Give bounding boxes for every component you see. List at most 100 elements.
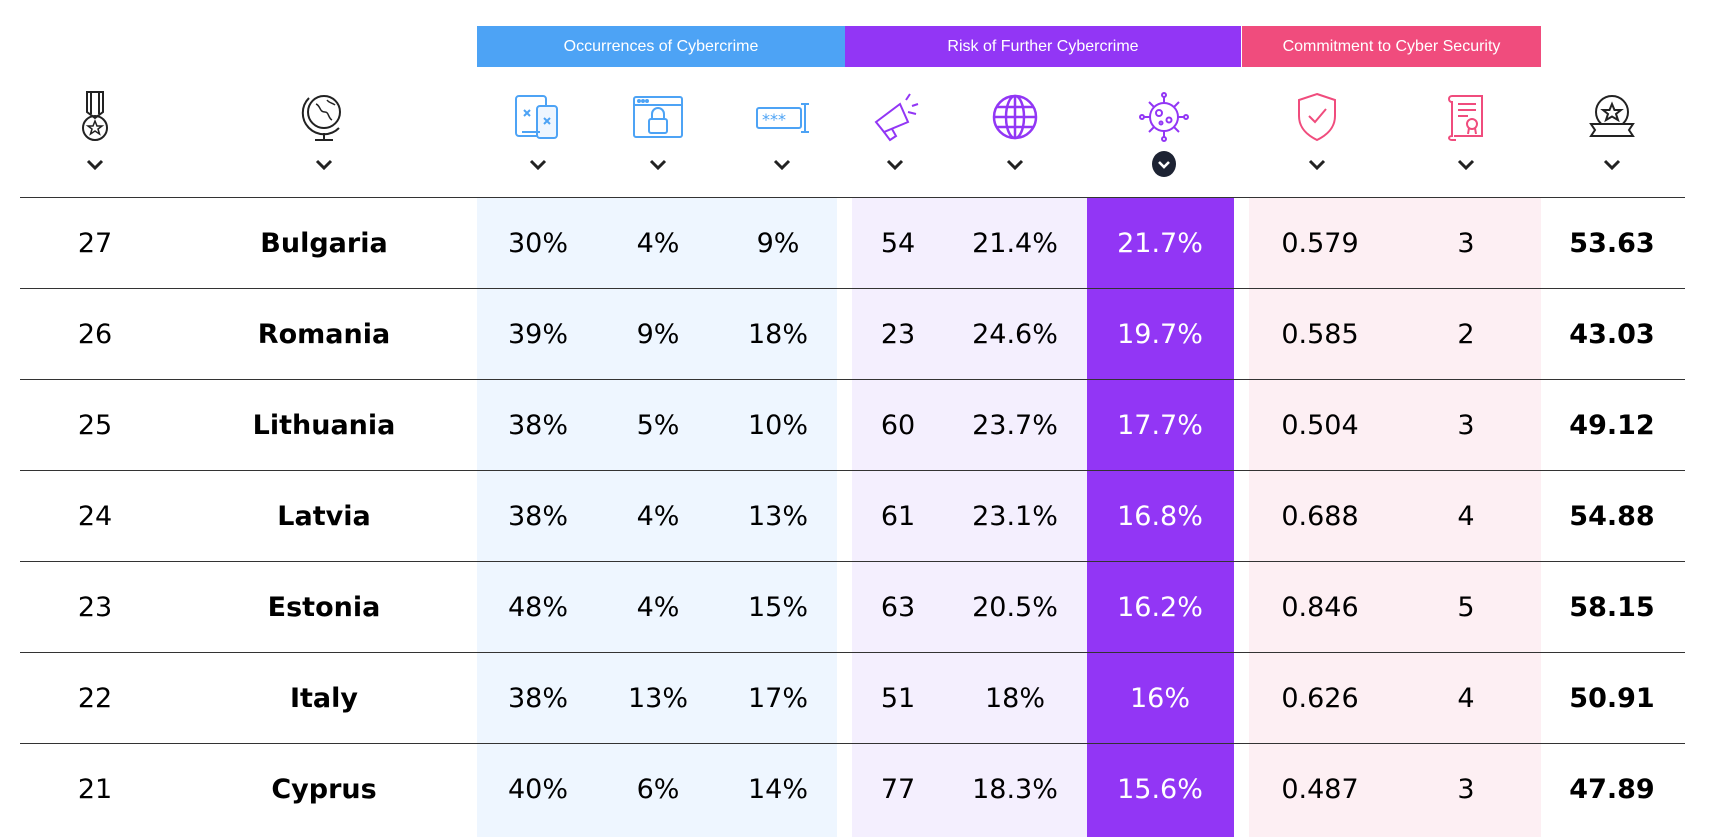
group-header-commitment: Commitment to Cyber Security xyxy=(1242,26,1541,67)
chevron-down-icon[interactable] xyxy=(1305,152,1329,176)
chevron-down-icon[interactable] xyxy=(526,152,550,176)
cell-com2: 5 xyxy=(1457,592,1475,623)
cell-occ2: 4% xyxy=(636,501,680,532)
cell-occ3: 15% xyxy=(747,592,809,623)
cell-rank: 27 xyxy=(77,228,113,259)
cell-occ2: 9% xyxy=(636,319,680,350)
cell-country: Latvia xyxy=(277,501,371,532)
cell-score: 53.63 xyxy=(1569,228,1655,259)
row-divider xyxy=(20,561,1685,562)
column-header-country[interactable] xyxy=(297,90,351,176)
cell-country: Cyprus xyxy=(271,774,377,805)
cell-occ3: 10% xyxy=(747,410,809,441)
row-divider xyxy=(20,379,1685,380)
cell-occ1: 48% xyxy=(507,592,569,623)
row-divider xyxy=(20,288,1685,289)
selected-column-highlight xyxy=(1087,198,1234,837)
cell-country: Romania xyxy=(257,319,391,350)
table-row: 27 Bulgaria 30% 4% 9% 54 21.4% 21.7% 0.579 3 53.63 xyxy=(0,198,1709,289)
cell-country: Bulgaria xyxy=(260,228,388,259)
cell-risk2: 18.3% xyxy=(972,774,1058,805)
column-header-com2[interactable] xyxy=(1439,90,1493,176)
cell-risk1: 61 xyxy=(880,501,916,532)
browser-lock-icon xyxy=(631,90,685,144)
cell-com1: 0.688 xyxy=(1281,501,1359,532)
chevron-down-icon[interactable] xyxy=(83,152,107,176)
cell-risk2: 20.5% xyxy=(972,592,1058,623)
cell-risk2: 24.6% xyxy=(972,319,1058,350)
cell-occ1: 38% xyxy=(507,683,569,714)
chevron-down-icon[interactable] xyxy=(1600,152,1624,176)
cell-risk1: 77 xyxy=(880,774,916,805)
commitment-column-band xyxy=(1249,198,1541,837)
cell-com1: 0.487 xyxy=(1281,774,1359,805)
cell-com1: 0.579 xyxy=(1281,228,1359,259)
column-header-occ2[interactable] xyxy=(631,90,685,176)
cell-occ2: 6% xyxy=(636,774,680,805)
group-header-risk: Risk of Further Cybercrime xyxy=(845,26,1241,67)
chevron-down-icon[interactable] xyxy=(883,152,907,176)
cell-risk3: 16.8% xyxy=(1117,501,1203,532)
column-header-rank[interactable] xyxy=(68,90,122,176)
chevron-down-icon[interactable] xyxy=(1003,152,1027,176)
cell-risk2: 23.7% xyxy=(972,410,1058,441)
cell-country: Estonia xyxy=(267,592,381,623)
medal-icon xyxy=(68,90,122,144)
award-badge-icon xyxy=(1585,90,1639,144)
cell-occ1: 40% xyxy=(507,774,569,805)
column-header-com1[interactable] xyxy=(1290,90,1344,176)
cell-score: 54.88 xyxy=(1569,501,1655,532)
cell-occ3: 14% xyxy=(747,774,809,805)
cell-com1: 0.585 xyxy=(1281,319,1359,350)
column-header-risk2[interactable] xyxy=(988,90,1042,176)
cell-rank: 24 xyxy=(77,501,113,532)
cell-rank: 26 xyxy=(77,319,113,350)
cell-risk3: 16% xyxy=(1129,683,1191,714)
column-header-risk1[interactable] xyxy=(868,90,922,176)
column-header-occ3[interactable]: *** xyxy=(755,90,809,176)
table-row: 21 Cyprus 40% 6% 14% 77 18.3% 15.6% 0.487 3 47.89 xyxy=(0,744,1709,835)
cell-risk3: 16.2% xyxy=(1117,592,1203,623)
cell-risk1: 51 xyxy=(880,683,916,714)
cell-risk2: 18% xyxy=(984,683,1046,714)
column-header-occ1[interactable] xyxy=(511,90,565,176)
risk-column-band xyxy=(852,198,1087,837)
cell-com2: 3 xyxy=(1457,410,1475,441)
row-divider xyxy=(20,743,1685,744)
globe-icon xyxy=(988,90,1042,144)
chevron-down-icon[interactable] xyxy=(312,152,336,176)
password-field-icon: *** xyxy=(755,90,809,144)
cell-risk2: 21.4% xyxy=(972,228,1058,259)
cell-occ3: 9% xyxy=(756,228,800,259)
cell-occ1: 38% xyxy=(507,501,569,532)
chevron-down-icon[interactable] xyxy=(770,152,794,176)
cell-rank: 22 xyxy=(77,683,113,714)
column-header-score[interactable] xyxy=(1585,90,1639,176)
cell-occ1: 39% xyxy=(507,319,569,350)
cell-com2: 2 xyxy=(1457,319,1475,350)
table-row: 23 Estonia 48% 4% 15% 63 20.5% 16.2% 0.846 5 58.15 xyxy=(0,562,1709,653)
cell-risk3: 21.7% xyxy=(1117,228,1203,259)
cell-rank: 23 xyxy=(77,592,113,623)
table-row: 24 Latvia 38% 4% 13% 61 23.1% 16.8% 0.688 4 54.88 xyxy=(0,471,1709,562)
cell-occ2: 13% xyxy=(627,683,689,714)
shield-check-icon xyxy=(1290,90,1344,144)
table-row: 26 Romania 39% 9% 18% 23 24.6% 19.7% 0.585 2 43.03 xyxy=(0,289,1709,380)
chevron-down-icon[interactable] xyxy=(1454,152,1478,176)
row-divider xyxy=(20,652,1685,653)
cell-risk1: 63 xyxy=(880,592,916,623)
virus-icon xyxy=(1137,90,1191,144)
cell-com1: 0.846 xyxy=(1281,592,1359,623)
chevron-down-icon[interactable] xyxy=(646,152,670,176)
sorted-chevron-down-icon[interactable] xyxy=(1152,151,1176,177)
cell-risk1: 54 xyxy=(880,228,916,259)
header-divider xyxy=(20,197,1685,198)
column-header-risk3[interactable] xyxy=(1137,90,1191,177)
cell-country: Lithuania xyxy=(252,410,396,441)
cell-com2: 4 xyxy=(1457,683,1475,714)
cell-risk3: 15.6% xyxy=(1117,774,1203,805)
table-row: 22 Italy 38% 13% 17% 51 18% 16% 0.626 4 50.91 xyxy=(0,653,1709,744)
cell-rank: 21 xyxy=(77,774,113,805)
occurrences-column-band xyxy=(477,198,837,837)
cell-risk2: 23.1% xyxy=(972,501,1058,532)
